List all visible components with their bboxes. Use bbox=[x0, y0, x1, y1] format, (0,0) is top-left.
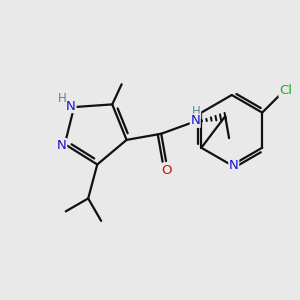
Text: N: N bbox=[229, 159, 238, 172]
Text: N: N bbox=[57, 139, 67, 152]
Text: N: N bbox=[66, 100, 76, 112]
Text: H: H bbox=[58, 92, 66, 105]
Text: Cl: Cl bbox=[279, 84, 292, 97]
Text: O: O bbox=[161, 164, 171, 177]
Text: N: N bbox=[190, 114, 200, 127]
Text: H: H bbox=[192, 105, 201, 118]
